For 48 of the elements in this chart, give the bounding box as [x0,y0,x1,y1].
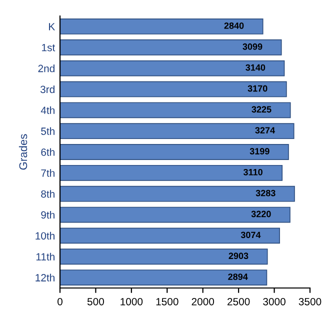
bar [60,248,268,265]
x-tick-label: 3500 [298,298,322,306]
y-tick-label: 3rd [40,85,54,94]
data-label: 3074 [240,232,261,238]
x-tick-label: 2000 [192,298,214,306]
y-tick-label: 1st [42,44,56,52]
data-label: 3199 [250,148,270,154]
y-tick-label: 12th [36,274,54,282]
bar [60,144,289,160]
data-label: 3220 [251,210,271,218]
x-tick-label: 1500 [156,298,178,306]
x-tick-label: 2500 [228,298,250,306]
bar [60,206,290,223]
bar [60,164,283,181]
data-label: 3099 [242,43,262,50]
x-tick-label: 500 [87,298,104,306]
y-tick-label: 6th [41,148,54,156]
bar [60,123,294,140]
bar [60,81,287,98]
data-label: 3110 [243,168,262,176]
x-tick-label: 1000 [120,298,143,306]
data-label: 3225 [252,106,272,113]
data-label: 2894 [228,274,248,280]
x-tick-label: 0 [58,298,62,306]
data-label: 3140 [246,64,266,71]
y-tick-label: K [49,23,56,30]
bar [60,60,285,76]
y-tick-label: 7th [41,169,54,177]
y-tick-label: 2nd [38,64,54,72]
y-tick-label: 10th [36,232,54,240]
y-tick-label: 4th [40,106,54,114]
y-axis-title: Grades [18,134,28,170]
bar [60,270,268,286]
y-tick-label: 5th [41,127,54,135]
data-label: 2903 [228,252,248,260]
bar [60,102,291,118]
bar [60,39,282,56]
bar [60,228,280,244]
x-tick-label: 3000 [263,298,286,306]
data-label: 3170 [248,85,268,92]
data-label: 2840 [224,22,244,29]
y-tick-label: 8th [41,190,54,198]
data-label: 3283 [256,190,276,196]
bar [60,18,264,34]
data-label: 3274 [255,127,276,134]
bar [60,186,295,202]
y-tick-label: 11th [36,252,54,260]
y-tick-label: 9th [41,210,54,219]
